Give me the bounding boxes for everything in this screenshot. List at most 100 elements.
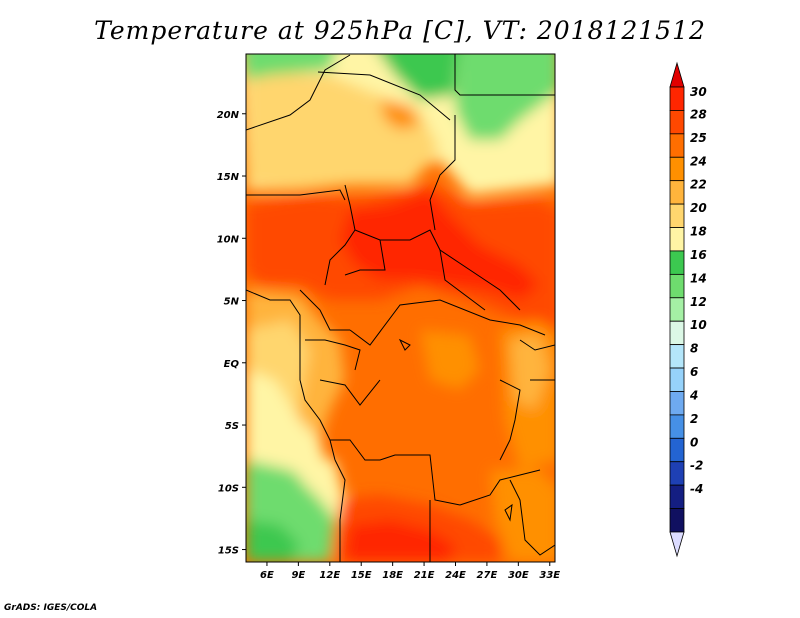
border-line: [454, 54, 555, 96]
colorbar-label: 30: [690, 85, 707, 99]
colorbar-swatch: [669, 203, 685, 228]
colorbar-swatch: [669, 344, 685, 369]
border-line: [509, 479, 555, 556]
border-line: [354, 229, 521, 311]
field-angola-dark-green: [246, 520, 300, 562]
field-atlantic-20: [246, 370, 330, 480]
colorbar-swatch: [669, 156, 685, 182]
lat-tick-label: 5N: [224, 297, 240, 308]
lon-tick-label: 18E: [382, 570, 403, 581]
colorbar-label: 10: [690, 318, 707, 332]
lon-tick-label: 30E: [508, 570, 529, 581]
colorbar-label: 8: [690, 342, 698, 356]
colorbar-swatch: [669, 133, 685, 158]
border-line: [429, 199, 436, 231]
colorbar-swatch: [669, 414, 685, 439]
temperature-field: [246, 54, 555, 562]
lon-tick-label: 21E: [414, 570, 435, 581]
lat-axis: 20N 15N 10N 5N EQ 5S 10S 15S: [217, 110, 246, 557]
lon-tick-label: 27E: [477, 570, 498, 581]
colorbar-label: 22: [690, 178, 707, 192]
colorbar-top-arrow: [669, 61, 685, 88]
colorbar-label: 28: [690, 107, 707, 121]
colorbar-swatch: [669, 297, 685, 322]
colorbar-label: -2: [690, 459, 703, 473]
colorbar-label: 0: [690, 435, 698, 449]
coastline: [246, 289, 336, 461]
field-south-hot-30: [345, 520, 455, 562]
border-line: [246, 54, 351, 131]
lon-tick-label: 33E: [539, 570, 560, 581]
lon-axis: 6E 9E 12E 15E 18E 21E 24E 27E 30E 33E: [260, 562, 560, 581]
colorbar-swatch: [669, 437, 685, 463]
field-angola-pale: [300, 455, 345, 525]
colorbar-label: 20: [690, 201, 707, 215]
colorbar-swatch: [669, 508, 685, 533]
colorbar-swatch: [669, 250, 685, 275]
border-line: [429, 115, 456, 201]
lon-tick-label: 15E: [351, 570, 372, 581]
colorbar-label: 14: [690, 271, 707, 285]
field-green-north-1: [246, 54, 336, 80]
lat-tick-label: EQ: [224, 359, 240, 370]
lat-tick-label: 5S: [225, 421, 239, 432]
map-frame: [245, 53, 556, 563]
border-line: [330, 439, 461, 506]
border-line: [334, 459, 346, 562]
colorbar-bottom-arrow: [669, 531, 685, 558]
border-line: [459, 469, 541, 506]
colorbar-label: 4: [689, 388, 698, 402]
field-congo-24: [420, 330, 480, 390]
border-line: [319, 379, 381, 406]
field-hot-north: [380, 100, 420, 130]
lon-tick-label: 6E: [260, 570, 274, 581]
field-sahara-22: [246, 70, 440, 190]
lat-tick-label: 10S: [218, 483, 239, 494]
border-line: [246, 189, 346, 201]
colorbar-swatch: [669, 461, 685, 486]
border-line: [317, 71, 451, 121]
colorbar-swatch: [669, 86, 685, 111]
border-line: [305, 339, 361, 371]
colorbar-swatch: [669, 320, 685, 346]
lon-tick-label: 9E: [291, 570, 305, 581]
border-line: [324, 184, 356, 286]
country-borders: [246, 54, 555, 562]
lake-outline: [398, 338, 411, 351]
colorbar-label: -4: [690, 482, 703, 496]
map-title: Temperature at 925hPa [C], VT: 201812151…: [94, 16, 706, 45]
lat-tick-label: 15S: [218, 546, 239, 557]
lon-tick-label: 24E: [445, 570, 466, 581]
border-line: [519, 339, 555, 351]
colorbar-swatch: [669, 180, 685, 205]
colorbar-swatch: [669, 367, 685, 392]
colorbar-swatch: [669, 110, 685, 135]
colorbar-swatch: [669, 391, 685, 416]
lat-tick-label: 10N: [217, 234, 240, 245]
border-line: [299, 289, 350, 331]
border-line: [344, 239, 386, 276]
colorbar-label: 25: [690, 131, 707, 145]
border-line: [349, 299, 546, 346]
border-line: [499, 379, 521, 461]
colorbar-swatch: [669, 273, 685, 299]
colorbar-label: 24: [690, 154, 707, 168]
lon-tick-label: 12E: [319, 570, 340, 581]
colorbar-label: 2: [690, 412, 698, 426]
colorbar-swatch: [669, 227, 685, 252]
lat-tick-label: 15N: [217, 172, 240, 183]
field-green-north-3: [455, 54, 555, 140]
colorbar-label: 6: [690, 365, 698, 379]
credit-label: GrADS: IGES/COLA: [4, 603, 98, 613]
lat-tick-label: 20N: [217, 110, 240, 121]
border-line: [439, 249, 486, 311]
colorbar-label: 12: [690, 295, 707, 309]
field-green-north-2: [380, 54, 459, 100]
field-hot-belt-30: [340, 190, 540, 300]
colorbar-swatch: [669, 484, 685, 509]
colorbar-label: 16: [690, 248, 707, 262]
lake-outline: [504, 503, 513, 522]
colorbar-label: 18: [690, 225, 707, 239]
